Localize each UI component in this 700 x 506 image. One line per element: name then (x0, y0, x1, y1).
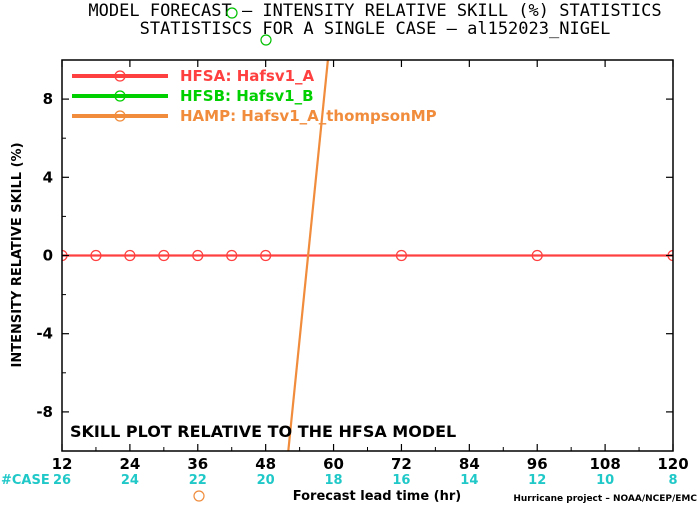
data-point (395, 249, 408, 262)
x-axis-label: Forecast lead time (hr) (293, 489, 461, 504)
series-layer (62, 60, 673, 451)
data-point (192, 249, 204, 262)
legend-marker-1 (114, 90, 126, 102)
data-point (90, 249, 102, 262)
data-point (531, 249, 543, 262)
legend: HFSA: Hafsv1_A HFSB: Hafsv1_B HAMP: Hafsv1… (72, 67, 437, 125)
legend-marker-2 (114, 110, 126, 122)
y-tick-label: 8 (43, 90, 53, 108)
legend-marker-0 (114, 70, 126, 82)
case-count: 26 (53, 473, 71, 488)
x-tick-label: 12 (52, 455, 73, 473)
case-count: 10 (596, 473, 614, 488)
case-count: 22 (189, 473, 207, 488)
x-tick-label: 36 (187, 455, 208, 473)
x-tick-label: 48 (255, 455, 276, 473)
y-tick-label: 0 (43, 247, 53, 265)
data-point (226, 249, 238, 262)
data-point (260, 249, 272, 262)
x-tick-label: 60 (323, 455, 344, 473)
x-tick-label: 72 (391, 455, 412, 473)
case-label: #CASE (1, 473, 50, 488)
title-marker-circle (260, 34, 272, 46)
case-count: 14 (460, 473, 478, 488)
x-tick-label: 108 (589, 455, 620, 473)
legend-label-0: HFSA: Hafsv1_A (180, 67, 315, 85)
y-tick-label: -8 (36, 403, 53, 421)
x-tick-label: 84 (459, 455, 480, 473)
x-tick-label: 96 (527, 455, 548, 473)
y-tick-label: -4 (36, 325, 53, 343)
skill-note: SKILL PLOT RELATIVE TO THE HFSA MODEL (70, 422, 456, 441)
series-line-2 (287, 60, 329, 451)
axes-layer: 1226242436224820601872168414961210810120… (36, 59, 689, 488)
y-axis-label: INTENSITY RELATIVE SKILL (%) (10, 142, 25, 367)
chart-title-line: MODEL FORECAST – INTENSITY RELATIVE SKIL… (88, 1, 661, 21)
case-count: 20 (257, 473, 275, 488)
y-tick-label: 4 (43, 168, 53, 186)
legend-label-1: HFSB: Hafsv1_B (180, 87, 314, 105)
x-tick-label: 120 (657, 455, 688, 473)
chart-subtitle-line: STATISTISCS FOR A SINGLE CASE – al152023… (140, 19, 611, 39)
case-count: 16 (392, 473, 410, 488)
data-point (158, 249, 170, 262)
chart-title: MODEL FORECAST – INTENSITY RELATIVE SKIL… (88, 1, 661, 39)
legend-label-2: HAMP: Hafsv1_A_thompsonMP (180, 107, 437, 125)
case-count: 12 (528, 473, 546, 488)
credit-text: Hurricane project – NOAA/NCEP/EMC (513, 494, 697, 504)
case-count: 8 (668, 473, 677, 488)
data-point (124, 249, 136, 262)
case-count: 24 (121, 473, 139, 488)
x-tick-label: 24 (119, 455, 140, 473)
title-marker-circle (226, 7, 238, 19)
xlabel-marker-circle (193, 490, 205, 502)
case-count: 18 (325, 473, 343, 488)
